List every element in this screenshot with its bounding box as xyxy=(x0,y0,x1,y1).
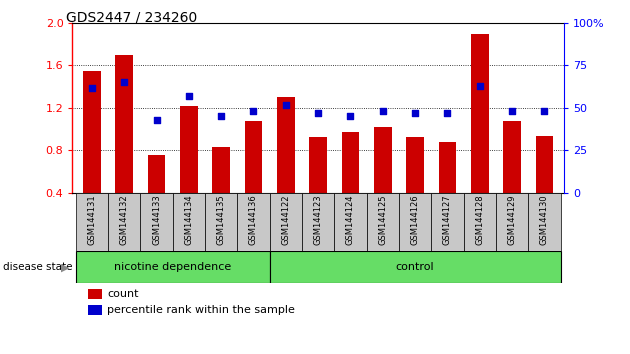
Bar xyxy=(309,137,327,193)
Point xyxy=(248,109,258,114)
Bar xyxy=(374,127,392,193)
Point xyxy=(151,117,161,123)
Text: GSM144136: GSM144136 xyxy=(249,195,258,245)
FancyBboxPatch shape xyxy=(108,193,140,251)
Bar xyxy=(471,34,489,193)
Point xyxy=(313,110,323,116)
Text: GSM144135: GSM144135 xyxy=(217,195,226,245)
Point xyxy=(539,109,549,114)
FancyBboxPatch shape xyxy=(270,251,561,283)
Text: GSM144127: GSM144127 xyxy=(443,195,452,245)
FancyBboxPatch shape xyxy=(367,193,399,251)
Text: GSM144123: GSM144123 xyxy=(314,195,323,245)
FancyBboxPatch shape xyxy=(399,193,432,251)
Bar xyxy=(147,155,166,193)
Text: GSM144129: GSM144129 xyxy=(508,195,517,245)
Point xyxy=(378,109,388,114)
FancyBboxPatch shape xyxy=(335,193,367,251)
Bar xyxy=(83,71,101,193)
FancyBboxPatch shape xyxy=(496,193,529,251)
Bar xyxy=(503,121,521,193)
Point xyxy=(87,85,97,90)
Point xyxy=(184,93,194,99)
Point xyxy=(216,114,226,119)
Bar xyxy=(88,305,102,315)
Point xyxy=(281,102,291,107)
FancyBboxPatch shape xyxy=(238,193,270,251)
Bar xyxy=(212,147,230,193)
FancyBboxPatch shape xyxy=(173,193,205,251)
Text: GSM144122: GSM144122 xyxy=(282,195,290,245)
Point xyxy=(345,114,355,119)
FancyBboxPatch shape xyxy=(529,193,561,251)
FancyBboxPatch shape xyxy=(140,193,173,251)
Bar xyxy=(406,137,424,193)
Text: GSM144133: GSM144133 xyxy=(152,195,161,245)
FancyBboxPatch shape xyxy=(464,193,496,251)
FancyBboxPatch shape xyxy=(76,193,108,251)
Bar xyxy=(115,55,133,193)
Text: GDS2447 / 234260: GDS2447 / 234260 xyxy=(66,11,197,25)
Text: nicotine dependence: nicotine dependence xyxy=(114,262,231,272)
Text: ▶: ▶ xyxy=(61,262,69,272)
Text: GSM144125: GSM144125 xyxy=(378,195,387,245)
Point xyxy=(475,83,485,89)
FancyBboxPatch shape xyxy=(205,193,238,251)
Bar xyxy=(244,121,262,193)
Point xyxy=(119,80,129,85)
Point xyxy=(442,110,452,116)
Text: GSM144130: GSM144130 xyxy=(540,195,549,245)
Point xyxy=(507,109,517,114)
Text: count: count xyxy=(107,289,139,299)
Text: control: control xyxy=(396,262,435,272)
Text: GSM144128: GSM144128 xyxy=(475,195,484,245)
Text: GSM144131: GSM144131 xyxy=(88,195,96,245)
FancyBboxPatch shape xyxy=(270,193,302,251)
Bar xyxy=(88,289,102,299)
FancyBboxPatch shape xyxy=(76,251,270,283)
FancyBboxPatch shape xyxy=(432,193,464,251)
Text: disease state: disease state xyxy=(3,262,72,272)
Text: GSM144134: GSM144134 xyxy=(185,195,193,245)
Text: GSM144126: GSM144126 xyxy=(411,195,420,245)
Bar xyxy=(341,132,359,193)
Text: GSM144132: GSM144132 xyxy=(120,195,129,245)
Bar xyxy=(277,97,295,193)
Point xyxy=(410,110,420,116)
Text: GSM144124: GSM144124 xyxy=(346,195,355,245)
FancyBboxPatch shape xyxy=(302,193,335,251)
Bar xyxy=(180,106,198,193)
Bar xyxy=(438,142,456,193)
Bar xyxy=(536,136,553,193)
Text: percentile rank within the sample: percentile rank within the sample xyxy=(107,305,295,315)
